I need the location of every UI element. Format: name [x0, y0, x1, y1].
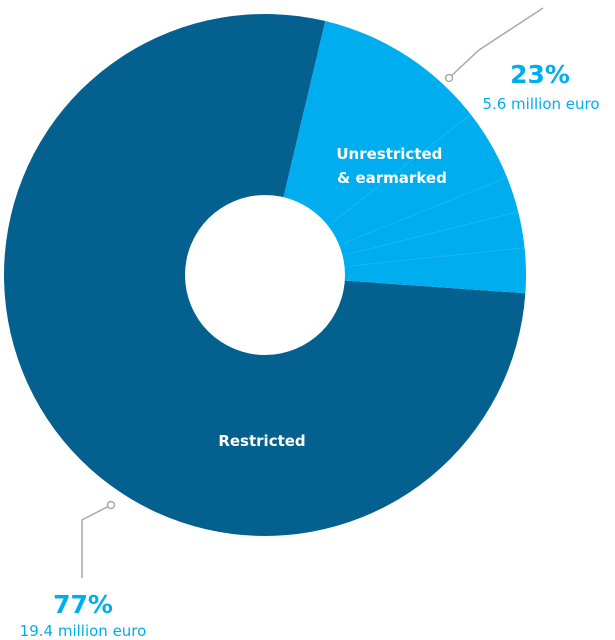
donut-hole	[185, 195, 345, 355]
subdivision-line	[349, 247, 525, 267]
subdivision-line	[343, 176, 508, 244]
leader-line-unrestricted	[444, 7, 544, 83]
slice-unrestricted	[265, 21, 526, 294]
subdivision-line	[331, 113, 471, 224]
amount-label-restricted: 19.4 million euro	[20, 622, 147, 640]
percent-label-restricted: 77%	[53, 590, 113, 619]
subdivision-line	[347, 211, 519, 255]
leader-line-restricted	[81, 500, 116, 578]
slice-label-restricted: Restricted	[218, 432, 305, 450]
percent-label-unrestricted: 23%	[510, 60, 570, 89]
slice-subdivision-lines	[331, 113, 525, 267]
amount-label-unrestricted: 5.6 million euro	[482, 95, 599, 113]
slice-label-unrestricted: Unrestricted & earmarked	[336, 145, 447, 187]
